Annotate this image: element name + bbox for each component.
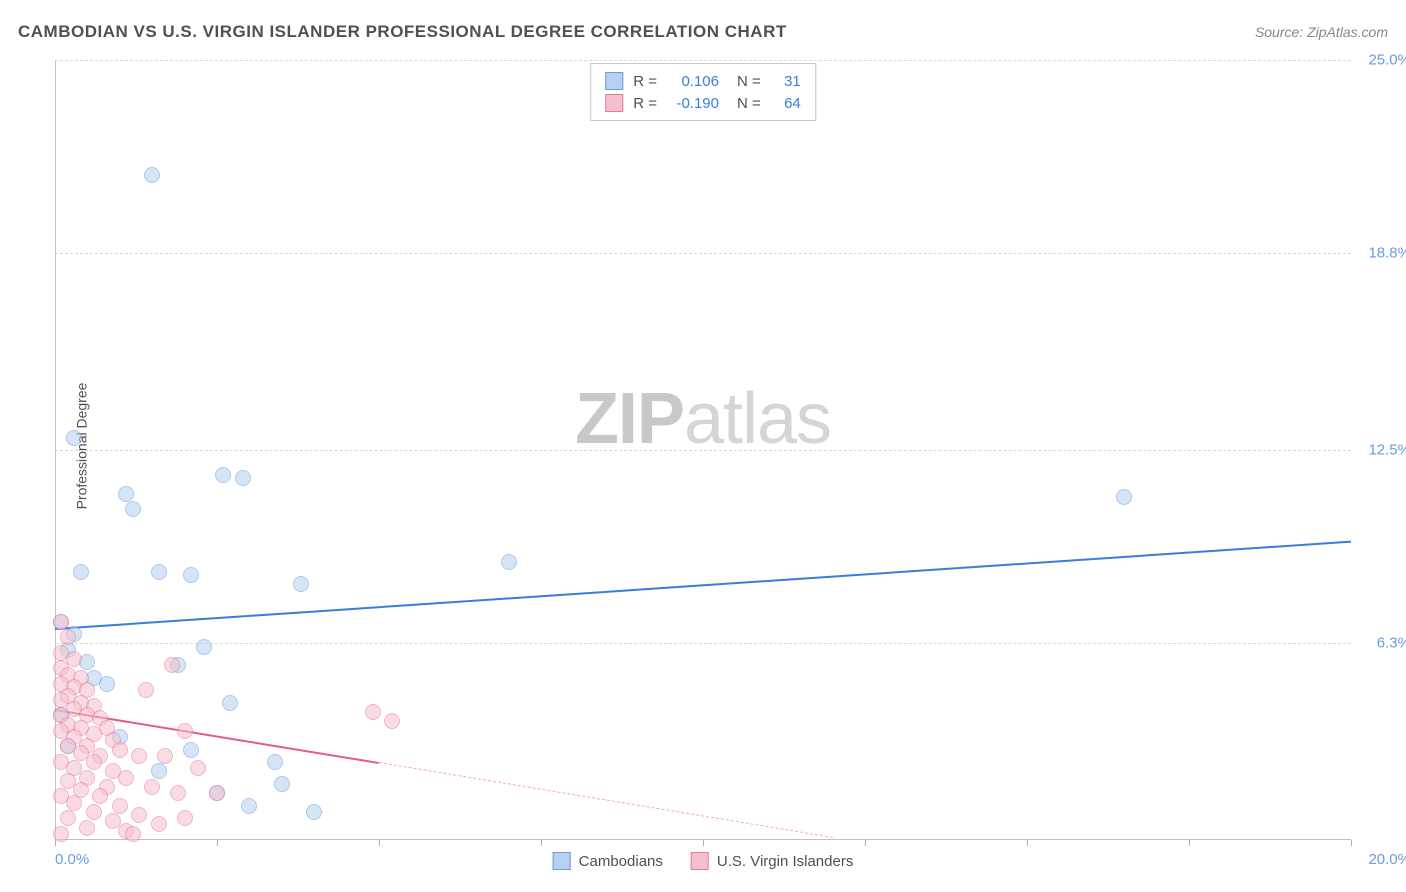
data-point xyxy=(170,785,186,801)
data-point xyxy=(131,748,147,764)
data-point xyxy=(306,804,322,820)
data-point xyxy=(86,804,102,820)
data-point xyxy=(267,754,283,770)
data-point xyxy=(183,567,199,583)
data-point xyxy=(235,470,251,486)
data-point xyxy=(144,167,160,183)
y-tick-label: 12.5% xyxy=(1356,442,1406,459)
legend-label: Cambodians xyxy=(579,853,663,870)
data-point xyxy=(53,614,69,630)
data-point xyxy=(183,742,199,758)
trend-line xyxy=(379,762,833,838)
chart-area: ZIPatlas 6.3%12.5%18.8%25.0% R = 0.106 N =… xyxy=(55,60,1351,840)
n-value: 64 xyxy=(771,95,801,112)
data-point xyxy=(151,564,167,580)
data-point xyxy=(215,467,231,483)
legend-swatch xyxy=(553,852,571,870)
x-tick xyxy=(1027,840,1028,846)
correlation-legend: R = 0.106 N = 31 R = -0.190 N = 64 xyxy=(590,63,816,121)
data-point xyxy=(125,826,141,842)
legend-row: R = -0.190 N = 64 xyxy=(605,92,801,114)
data-point xyxy=(209,785,225,801)
data-point xyxy=(118,486,134,502)
data-point xyxy=(177,723,193,739)
x-tick xyxy=(1189,840,1190,846)
data-point xyxy=(1116,489,1132,505)
legend-swatch xyxy=(605,72,623,90)
chart-title: CAMBODIAN VS U.S. VIRGIN ISLANDER PROFES… xyxy=(18,22,787,42)
data-point xyxy=(53,826,69,842)
y-tick-label: 25.0% xyxy=(1356,52,1406,69)
data-point xyxy=(196,639,212,655)
chart-header: CAMBODIAN VS U.S. VIRGIN ISLANDER PROFES… xyxy=(18,22,1388,42)
r-value: -0.190 xyxy=(667,95,719,112)
x-tick xyxy=(379,840,380,846)
data-point xyxy=(384,713,400,729)
legend-label: U.S. Virgin Islanders xyxy=(717,853,853,870)
n-value: 31 xyxy=(771,73,801,90)
data-point xyxy=(138,682,154,698)
data-point xyxy=(125,501,141,517)
r-value: 0.106 xyxy=(667,73,719,90)
x-tick xyxy=(865,840,866,846)
x-axis-min-label: 0.0% xyxy=(55,851,89,868)
data-point xyxy=(157,748,173,764)
data-point xyxy=(222,695,238,711)
grid-line xyxy=(55,253,1351,254)
scatter-plot: ZIPatlas 6.3%12.5%18.8%25.0% xyxy=(55,60,1351,840)
data-point xyxy=(241,798,257,814)
data-point xyxy=(60,810,76,826)
y-tick-label: 18.8% xyxy=(1356,245,1406,262)
data-point xyxy=(501,554,517,570)
grid-line xyxy=(55,643,1351,644)
data-point xyxy=(66,795,82,811)
x-tick xyxy=(541,840,542,846)
data-point xyxy=(66,430,82,446)
data-point xyxy=(293,576,309,592)
y-tick-label: 6.3% xyxy=(1356,635,1406,652)
r-label: R = xyxy=(633,73,657,90)
data-point xyxy=(118,770,134,786)
data-point xyxy=(112,798,128,814)
legend-row: R = 0.106 N = 31 xyxy=(605,70,801,92)
legend-item: Cambodians xyxy=(553,852,663,870)
data-point xyxy=(73,564,89,580)
data-point xyxy=(190,760,206,776)
legend-swatch xyxy=(691,852,709,870)
data-point xyxy=(365,704,381,720)
series-legend: Cambodians U.S. Virgin Islanders xyxy=(553,852,854,870)
chart-source: Source: ZipAtlas.com xyxy=(1255,24,1388,40)
data-point xyxy=(151,763,167,779)
x-tick xyxy=(703,840,704,846)
data-point xyxy=(164,657,180,673)
legend-swatch xyxy=(605,94,623,112)
data-point xyxy=(99,676,115,692)
x-axis-max-label: 20.0% xyxy=(1368,851,1406,868)
watermark: ZIPatlas xyxy=(575,378,831,460)
data-point xyxy=(79,820,95,836)
data-point xyxy=(151,816,167,832)
data-point xyxy=(92,788,108,804)
grid-line xyxy=(55,60,1351,61)
trend-line xyxy=(55,540,1351,629)
n-label: N = xyxy=(737,95,761,112)
data-point xyxy=(112,742,128,758)
data-point xyxy=(274,776,290,792)
data-point xyxy=(177,810,193,826)
grid-line xyxy=(55,450,1351,451)
x-tick xyxy=(55,840,56,846)
x-tick xyxy=(217,840,218,846)
n-label: N = xyxy=(737,73,761,90)
x-tick xyxy=(1351,840,1352,846)
r-label: R = xyxy=(633,95,657,112)
data-point xyxy=(131,807,147,823)
data-point xyxy=(60,629,76,645)
data-point xyxy=(86,754,102,770)
legend-item: U.S. Virgin Islanders xyxy=(691,852,853,870)
data-point xyxy=(144,779,160,795)
